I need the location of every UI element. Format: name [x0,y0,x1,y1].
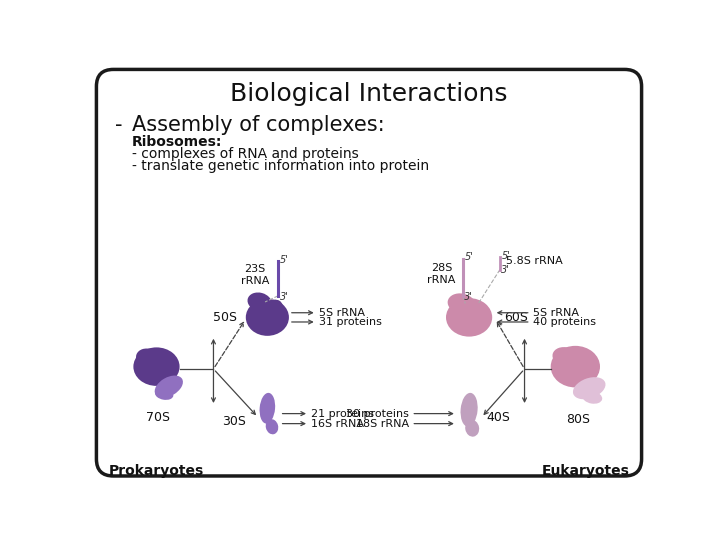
Text: Assembly of complexes:: Assembly of complexes: [132,115,384,135]
Text: 70S: 70S [146,411,170,424]
Ellipse shape [260,393,275,423]
Ellipse shape [446,298,492,336]
Ellipse shape [133,347,179,386]
Ellipse shape [248,293,271,312]
Ellipse shape [552,347,580,368]
Text: 40S: 40S [486,411,510,424]
Text: 28S
rRNA: 28S rRNA [427,264,456,285]
Text: Biological Interactions: Biological Interactions [230,82,508,106]
Text: Ribosomes:: Ribosomes: [132,135,222,149]
Ellipse shape [469,301,485,315]
Ellipse shape [136,348,161,369]
Text: 23S
rRNA: 23S rRNA [241,264,269,286]
Ellipse shape [582,391,602,404]
Text: 30 proteins: 30 proteins [346,409,409,419]
Ellipse shape [155,389,174,400]
Ellipse shape [551,346,600,387]
Text: 5': 5' [501,251,510,261]
Ellipse shape [465,420,480,437]
Text: Eukaryotes: Eukaryotes [541,464,629,478]
Text: 21 proteins: 21 proteins [311,409,374,419]
Text: 5.8S rRNA: 5.8S rRNA [506,256,563,266]
Ellipse shape [155,375,183,398]
Text: 3': 3' [279,292,289,301]
Text: 3': 3' [464,292,473,301]
Text: Prokaryotes: Prokaryotes [109,464,204,478]
Text: 5': 5' [464,252,473,262]
Text: 40 proteins: 40 proteins [533,317,596,327]
FancyBboxPatch shape [96,70,642,476]
Text: - complexes of RNA and proteins: - complexes of RNA and proteins [132,147,359,161]
Ellipse shape [573,377,606,399]
Ellipse shape [448,293,475,314]
Ellipse shape [266,419,278,434]
Text: -: - [115,115,122,135]
Ellipse shape [461,393,477,427]
Text: 3': 3' [501,265,510,275]
Text: - translate genetic information into protein: - translate genetic information into pro… [132,159,429,173]
Text: 5S rRNA: 5S rRNA [533,308,579,318]
Text: 5S rRNA: 5S rRNA [319,308,365,318]
Text: 18S rRNA: 18S rRNA [356,418,409,429]
Ellipse shape [246,299,289,336]
Text: 5': 5' [279,255,289,265]
Text: 50S: 50S [212,311,237,324]
Text: 80S: 80S [567,413,590,426]
Text: 31 proteins: 31 proteins [319,317,382,327]
Text: 60S: 60S [505,311,528,324]
Text: 16S rRNA: 16S rRNA [311,418,364,429]
Text: 30S: 30S [222,415,246,428]
Ellipse shape [267,300,283,314]
